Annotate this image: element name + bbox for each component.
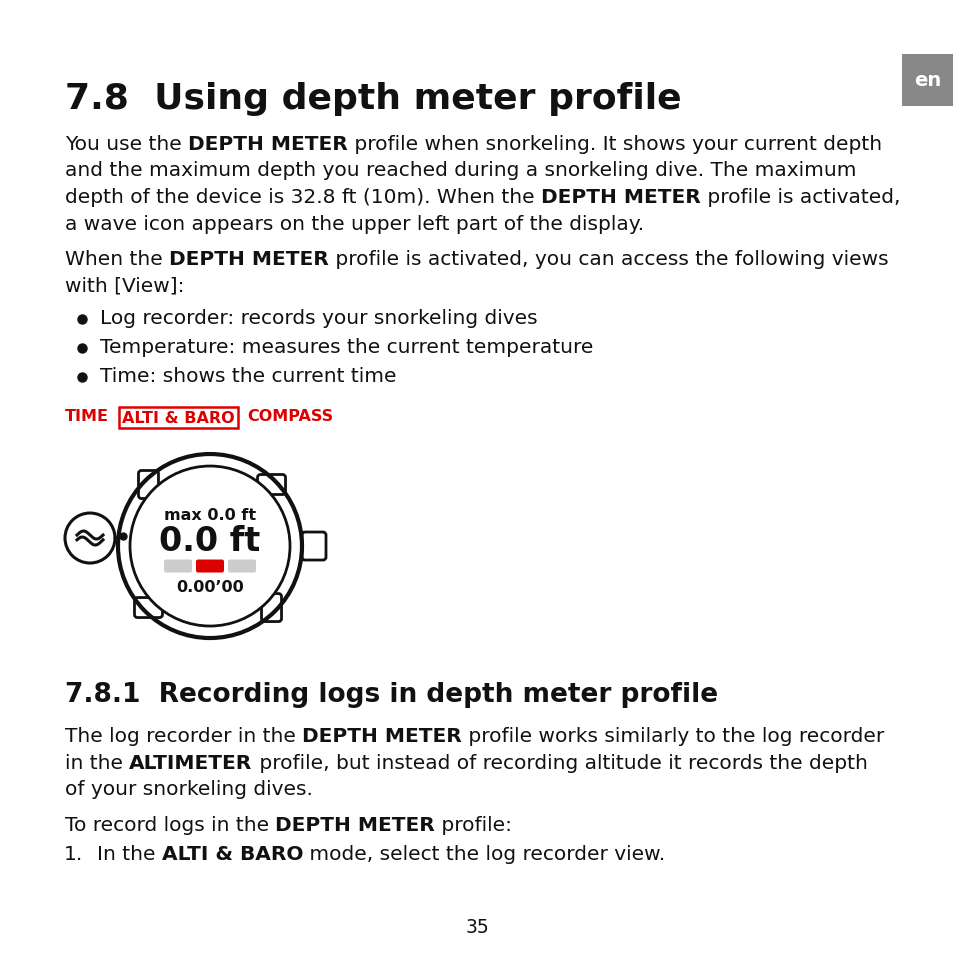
FancyBboxPatch shape — [261, 594, 281, 622]
Text: profile when snorkeling. It shows your current depth: profile when snorkeling. It shows your c… — [348, 135, 882, 153]
Text: When the: When the — [65, 250, 169, 269]
FancyBboxPatch shape — [302, 533, 326, 560]
Text: In the: In the — [97, 844, 162, 863]
Text: 0.00’00: 0.00’00 — [176, 578, 244, 594]
Text: DEPTH METER: DEPTH METER — [169, 250, 329, 269]
FancyBboxPatch shape — [257, 475, 285, 495]
Text: ALTI & BARO: ALTI & BARO — [162, 844, 303, 863]
FancyBboxPatch shape — [134, 598, 162, 618]
Text: of your snorkeling dives.: of your snorkeling dives. — [65, 780, 313, 799]
FancyBboxPatch shape — [195, 560, 224, 573]
Text: DEPTH METER: DEPTH METER — [302, 726, 461, 745]
Text: To record logs in the: To record logs in the — [65, 815, 275, 834]
Text: 7.8  Using depth meter profile: 7.8 Using depth meter profile — [65, 82, 680, 116]
Text: 35: 35 — [465, 918, 488, 937]
Text: Temperature: measures the current temperature: Temperature: measures the current temper… — [100, 337, 593, 356]
Text: ALTIMETER: ALTIMETER — [130, 753, 253, 772]
FancyBboxPatch shape — [138, 471, 158, 499]
Text: ALTI & BARO: ALTI & BARO — [122, 411, 234, 426]
Text: en: en — [913, 71, 941, 91]
Text: profile, but instead of recording altitude it records the depth: profile, but instead of recording altitu… — [253, 753, 866, 772]
FancyBboxPatch shape — [164, 560, 192, 573]
Text: COMPASS: COMPASS — [248, 409, 334, 424]
Text: profile is activated,: profile is activated, — [700, 188, 900, 207]
FancyBboxPatch shape — [901, 55, 953, 107]
FancyBboxPatch shape — [228, 560, 255, 573]
Text: DEPTH METER: DEPTH METER — [188, 135, 348, 153]
Text: in the: in the — [65, 753, 130, 772]
Text: with [View]:: with [View]: — [65, 276, 184, 295]
Text: DEPTH METER: DEPTH METER — [540, 188, 700, 207]
Text: 7.8.1  Recording logs in depth meter profile: 7.8.1 Recording logs in depth meter prof… — [65, 681, 718, 707]
Text: profile works similarly to the log recorder: profile works similarly to the log recor… — [461, 726, 883, 745]
Text: mode, select the log recorder view.: mode, select the log recorder view. — [303, 844, 665, 863]
Text: a wave icon appears on the upper left part of the display.: a wave icon appears on the upper left pa… — [65, 214, 643, 233]
Text: profile:: profile: — [435, 815, 512, 834]
Text: The log recorder in the: The log recorder in the — [65, 726, 302, 745]
Circle shape — [130, 467, 290, 626]
Text: depth of the device is 32.8 ft (10m). When the: depth of the device is 32.8 ft (10m). Wh… — [65, 188, 540, 207]
Text: max 0.0 ft: max 0.0 ft — [164, 507, 255, 522]
Text: profile is activated, you can access the following views: profile is activated, you can access the… — [329, 250, 887, 269]
Text: Time: shows the current time: Time: shows the current time — [100, 367, 396, 385]
Text: Log recorder: records your snorkeling dives: Log recorder: records your snorkeling di… — [100, 308, 537, 327]
Text: 0.0 ft: 0.0 ft — [159, 524, 260, 557]
Text: TIME: TIME — [65, 409, 109, 424]
Text: and the maximum depth you reached during a snorkeling dive. The maximum: and the maximum depth you reached during… — [65, 161, 856, 180]
Text: You use the: You use the — [65, 135, 188, 153]
Text: 1.: 1. — [64, 844, 83, 863]
Text: DEPTH METER: DEPTH METER — [275, 815, 435, 834]
